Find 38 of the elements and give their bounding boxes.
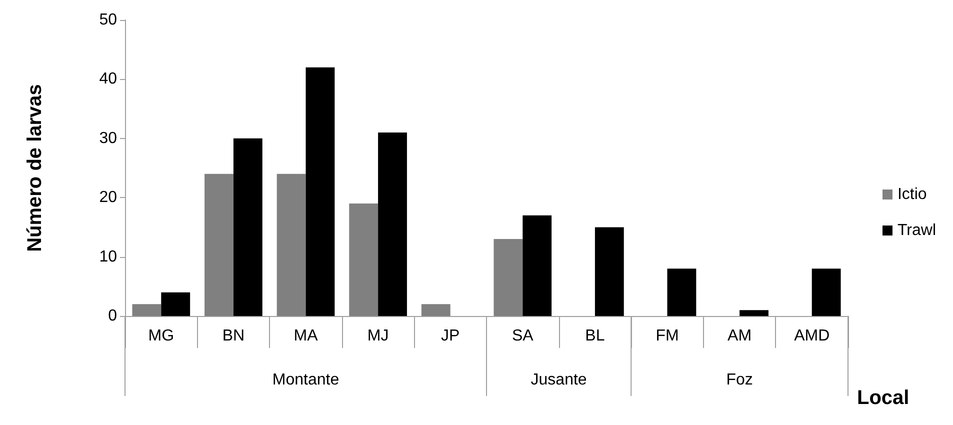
bar [740,310,768,316]
text: Montante [272,372,340,388]
x-tick-label: MJ [367,328,389,344]
bar [522,215,552,316]
text: Foz [726,372,753,388]
x-tick-label: MG [148,328,174,344]
bar [349,204,378,316]
legend-label: Trawl [897,222,936,239]
x-tick-label: JP [441,328,460,344]
y-tick-label: 40 [99,70,118,88]
bar [812,268,841,316]
bar [594,227,624,316]
bar [494,239,523,316]
y-axis-title: Número de larvas [24,84,46,252]
bar [667,268,696,316]
y-tick-label: 30 [99,130,118,147]
bar [132,304,162,316]
y-tick-label: 0 [108,308,118,324]
x-axis-title: Local [857,387,910,409]
x-tick-label: BL [585,328,605,344]
bar [233,138,262,316]
text: Jusante [530,372,587,388]
bar [306,67,335,316]
x-tick-label: AMD [794,328,830,344]
x-tick-label: FM [656,328,679,344]
x-tick-label: MA [294,328,318,344]
bar [276,174,306,316]
y-tick-label: 50 [99,12,118,28]
legend-label: Ictio [897,186,927,203]
bar [161,292,190,316]
bar [421,304,450,316]
y-tick-label: 20 [99,189,118,206]
x-tick-label: SA [512,328,534,344]
x-tick-label: AM [728,328,752,344]
x-tick-label: BN [222,328,245,344]
y-tick-label: 10 [99,248,118,266]
bar [378,132,407,316]
bar [204,174,234,316]
